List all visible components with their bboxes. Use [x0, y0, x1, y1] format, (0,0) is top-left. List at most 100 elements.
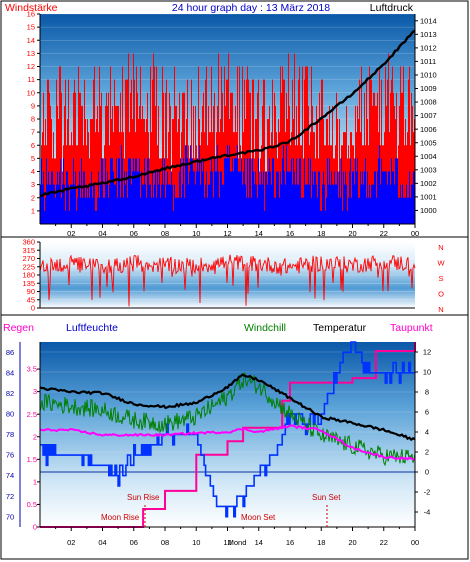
- temperature-tick-label: -4: [424, 508, 431, 517]
- wind-tick-label: 1: [31, 206, 35, 215]
- humidity-tick-label: 86: [6, 348, 14, 357]
- temperature-tick-label: 2: [425, 448, 429, 457]
- time-tick-label: 08: [161, 229, 169, 238]
- panel-1-time-ticks: 02 04 06 08 10 12 14 16 18 20 22 00: [55, 224, 419, 238]
- humidity-line: [40, 341, 415, 518]
- panel-3-time-ticks: 02 04 06 08 10 12 14 16 18 20 22 00: [55, 527, 419, 547]
- wind-tick-label: 16: [27, 10, 35, 19]
- moon-set-label: Moon Set: [241, 513, 276, 522]
- rain-tick-label: 3.5: [27, 365, 37, 374]
- wind-tick-label: 9: [31, 101, 35, 110]
- humidity-tick-label: 78: [6, 430, 14, 439]
- direction-tick-label: 360: [22, 238, 35, 247]
- wind-tick-label: 8: [31, 115, 35, 124]
- compass-label-o: O: [438, 290, 444, 299]
- temperature-tick-label: 10: [423, 368, 431, 377]
- compass-label-n: N: [438, 305, 443, 314]
- humidity-tick-label: 82: [6, 389, 14, 398]
- pressure-tick-label: 1009: [420, 84, 437, 93]
- wind-tick-label: 5: [31, 154, 35, 163]
- wind-tick-label: 3: [31, 180, 35, 189]
- wind-direction-line: [39, 254, 416, 307]
- pressure-tick-label: 1014: [420, 16, 437, 25]
- pressure-tick-label: 1007: [420, 111, 437, 120]
- direction-tick-label: 135: [22, 279, 35, 288]
- pressure-tick-label: 1006: [420, 125, 437, 134]
- time-tick-label: 04: [98, 538, 106, 547]
- pressure-axis-ticks: 1000 1001 1002 1003 1004 1005 1006 1007 1008 1009…: [415, 16, 437, 215]
- time-tick-label: 20: [348, 229, 356, 238]
- sun-set-label: Sun Set: [312, 493, 341, 502]
- time-tick-label: 22: [380, 229, 388, 238]
- panel-3-frame: [0, 314, 469, 560]
- pressure-tick-label: 1011: [420, 57, 436, 66]
- rain-tick-label: 0: [33, 523, 37, 532]
- pressure-tick-label: 1000: [420, 206, 437, 215]
- wind-tick-label: 15: [27, 23, 35, 32]
- rain-tick-label: 1.5: [27, 455, 37, 464]
- wind-tick-label: 11: [27, 75, 35, 84]
- direction-tick-label: 45: [27, 295, 35, 304]
- time-tick-label: 20: [348, 538, 356, 547]
- time-tick-label: 12: [223, 229, 231, 238]
- time-tick-label: 18: [317, 538, 325, 547]
- direction-tick-label: 0: [31, 304, 35, 313]
- wind-tick-label: 13: [27, 49, 35, 58]
- humidity-tick-label: 76: [6, 451, 14, 460]
- rain-tick-label: 2.5: [27, 410, 37, 419]
- pressure-tick-label: 1003: [420, 165, 437, 174]
- mond-stamp: Mond: [228, 538, 247, 547]
- legend-windchill: Windchill: [244, 322, 286, 334]
- time-tick-label: 10: [192, 538, 200, 547]
- humidity-tick-label: 74: [6, 471, 14, 480]
- temperature-tick-label: 8: [425, 388, 429, 397]
- wind-tick-label: 14: [27, 36, 35, 45]
- wind-tick-label: 2: [31, 193, 35, 202]
- humidity-axis-ticks: 70 72 74 76 78 80 82 84 86: [6, 348, 14, 521]
- pressure-tick-label: 1010: [420, 71, 437, 80]
- time-tick-label: 06: [130, 538, 138, 547]
- wind-axis-title: Windstärke: [5, 2, 58, 14]
- direction-tick-label: 270: [22, 254, 35, 263]
- wind-tick-label: 7: [31, 128, 35, 137]
- temperature-tick-label: -2: [424, 488, 431, 497]
- temperature-axis-ticks: -4 -2 0 2 4 6 8 10 12: [415, 348, 431, 517]
- legend-temperatur: Temperatur: [313, 322, 367, 334]
- time-tick-label: 06: [130, 229, 138, 238]
- time-tick-label: 00: [411, 538, 419, 547]
- pressure-tick-label: 1001: [420, 193, 437, 202]
- time-tick-label: 00: [411, 229, 419, 238]
- pressure-tick-label: 1002: [420, 179, 437, 188]
- pressure-tick-label: 1004: [420, 152, 437, 161]
- humidity-tick-label: 70: [6, 512, 14, 521]
- pressure-tick-label: 1012: [420, 43, 437, 52]
- temperature-tick-label: 4: [425, 428, 429, 437]
- wind-average-bars: [40, 145, 415, 224]
- dewpoint-line: [39, 424, 416, 461]
- temperature-tick-label: 0: [425, 468, 429, 477]
- temperature-tick-label: 6: [425, 408, 429, 417]
- windchill-line: [39, 371, 416, 467]
- legend-regen: Regen: [3, 322, 34, 334]
- time-tick-label: 12: [223, 538, 231, 547]
- compass-label-n: N: [438, 243, 443, 252]
- time-tick-label: 14: [255, 229, 263, 238]
- pressure-line: [39, 29, 416, 197]
- humidity-tick-label: 84: [6, 368, 14, 377]
- rain-tick-label: 3: [33, 387, 37, 396]
- time-tick-label: 04: [98, 229, 106, 238]
- rain-tick-label: 0.5: [27, 500, 37, 509]
- pressure-tick-label: 1013: [420, 30, 437, 39]
- temperature-tick-label: 12: [423, 348, 431, 357]
- time-tick-label: 10: [192, 229, 200, 238]
- temperature-line: [39, 373, 416, 442]
- rain-tick-label: 2: [33, 432, 37, 441]
- time-tick-label: 08: [161, 538, 169, 547]
- time-tick-label: 02: [67, 229, 75, 238]
- time-tick-label: 16: [286, 229, 294, 238]
- legend-taupunkt: Taupunkt: [390, 322, 433, 334]
